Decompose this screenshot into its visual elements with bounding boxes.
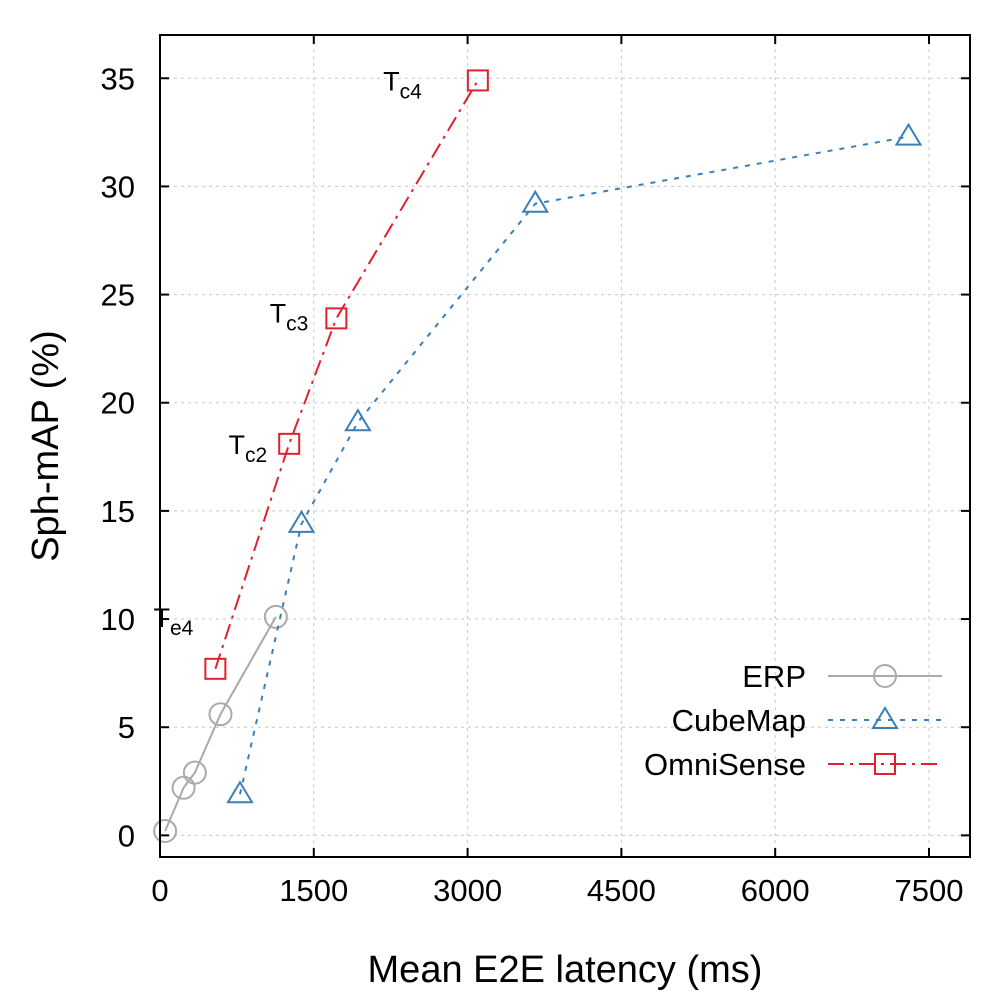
point-annotation: Tc2 (229, 430, 268, 467)
y-axis-title: Sph-mAP (%) (25, 330, 67, 562)
annotation-base: T (383, 66, 400, 96)
data-point (344, 408, 372, 432)
x-tick-label: 6000 (741, 873, 810, 908)
legend-marker (873, 664, 897, 688)
x-tick-label: 3000 (433, 873, 502, 908)
plot-frame (159, 34, 971, 858)
y-tick-label: 35 (101, 61, 135, 96)
legend-entry-omnisense: OmniSense (644, 747, 942, 782)
data-point (263, 604, 288, 629)
series-cubemap (226, 122, 923, 804)
x-tick-label: 4500 (587, 873, 656, 908)
data-point (325, 307, 348, 330)
y-tick-label: 20 (101, 386, 135, 421)
y-tick-label: 10 (101, 602, 135, 637)
x-tick-label: 1500 (279, 873, 348, 908)
point-annotation: Tc3 (270, 298, 309, 335)
legend-entry-cubemap: CubeMap (672, 703, 942, 738)
y-tick-label: 25 (101, 278, 135, 313)
y-tick-label: 0 (118, 818, 135, 853)
data-point (278, 432, 301, 455)
axis-ticks: 0 1500 3000 4500 6000 7500 0 5 10 15 20 25 30 35 (101, 35, 970, 908)
annotation-base: T (229, 430, 246, 460)
data-point (466, 69, 489, 92)
annotation-base: T (154, 603, 171, 633)
data-point (153, 819, 178, 844)
annotation-subscript: c2 (245, 444, 267, 467)
series-omnisense (204, 69, 489, 680)
data-point (182, 760, 207, 785)
legend-marker (874, 753, 896, 775)
series-line (238, 135, 909, 795)
y-tick-label: 15 (101, 494, 135, 529)
data-point (208, 702, 233, 727)
data-point (287, 509, 316, 533)
legend-label: CubeMap (672, 703, 806, 738)
y-tick-label: 5 (118, 710, 135, 745)
legend-label: ERP (742, 659, 806, 694)
legend-label: OmniSense (644, 747, 806, 782)
x-tick-label: 0 (151, 873, 168, 908)
annotation-subscript: c3 (286, 312, 308, 335)
point-annotation: Te4 (154, 603, 194, 640)
series-line (214, 79, 479, 670)
plot-series (153, 69, 923, 844)
data-point (894, 122, 923, 146)
annotation-subscript: c4 (400, 80, 423, 103)
data-point (226, 780, 254, 804)
y-tick-label: 30 (101, 169, 135, 204)
legend-marker (871, 706, 899, 729)
x-tick-label: 7500 (895, 873, 964, 908)
annotation-subscript: e4 (170, 617, 194, 640)
series-erp (153, 604, 288, 844)
annotation-base: T (270, 298, 287, 328)
grid (159, 35, 970, 857)
series-line (164, 616, 277, 832)
data-point (171, 775, 196, 800)
legend: ERP CubeMap OmniSense (644, 659, 942, 782)
x-axis-title: Mean E2E latency (ms) (368, 949, 763, 991)
legend-entry-erp: ERP (742, 659, 942, 694)
point-annotation: Tc4 (383, 66, 422, 103)
data-point (521, 189, 550, 213)
data-point (204, 657, 227, 680)
